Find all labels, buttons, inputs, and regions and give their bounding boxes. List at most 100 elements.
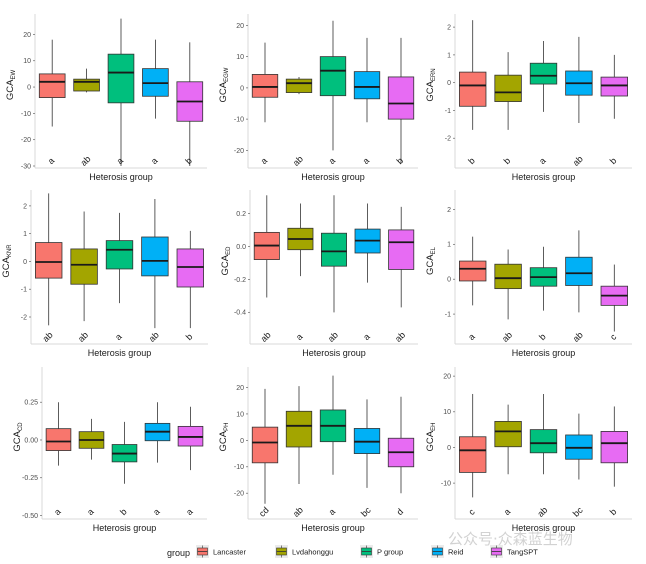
box-p-group: ab xyxy=(529,393,558,519)
box-p-group: b xyxy=(111,421,138,517)
significance-letter: ab xyxy=(571,154,585,168)
y-tick-label: 0 xyxy=(447,277,451,284)
y-tick-label: -10 xyxy=(234,464,244,471)
significance-letter: b xyxy=(608,156,619,167)
significance-letter: a xyxy=(327,156,338,167)
panel-knr: -2 -1 0 1 2 GCAKNR Heterosis group ab ab a ab b xyxy=(1,190,208,358)
box-iqr xyxy=(600,76,628,97)
box-lancaster: ab xyxy=(35,193,63,344)
significance-letter: a xyxy=(502,507,513,518)
y-tick-label: 10 xyxy=(443,409,451,416)
significance-letter: b xyxy=(537,332,548,343)
significance-letter: ab xyxy=(291,154,305,168)
box-lvdahonggu: ab xyxy=(70,211,98,344)
box-p-group: a xyxy=(319,375,347,518)
y-label-sub: KNR xyxy=(7,244,13,257)
box-lvdahonggu: a xyxy=(494,404,522,518)
box-tangspt: b xyxy=(176,230,204,342)
significance-letter: b xyxy=(502,156,513,167)
box-lvdahonggu: ab xyxy=(285,76,313,168)
y-tick-label: 10 xyxy=(236,411,244,418)
y-axis-label: GCAEL xyxy=(425,246,437,275)
legend-item-p-group: P group xyxy=(360,545,403,558)
legend-item-lvdahonggu: Lvdahonggu xyxy=(275,545,333,558)
box-iqr xyxy=(320,232,347,267)
y-axis-label: GCAEW xyxy=(5,70,17,101)
y-tick-label: -0.25 xyxy=(22,475,38,482)
y-label-main: GCA xyxy=(425,80,436,101)
box-iqr xyxy=(251,74,279,98)
y-tick-label: -1 xyxy=(445,311,451,318)
legend-title: group xyxy=(167,548,190,558)
legend-item-lancaster: Lancaster xyxy=(196,545,246,558)
box-iqr xyxy=(45,428,72,451)
box-reid: ab xyxy=(565,230,593,344)
box-p-group: a xyxy=(105,212,134,342)
panel-ph: -20 -10 0 10 20 GCAPH Heterosis group cd ab a bc d xyxy=(218,367,418,533)
box-p-group: a xyxy=(529,41,558,167)
y-axis-label: GCAPH xyxy=(218,423,230,452)
box-reid: bc xyxy=(565,413,593,519)
box-iqr xyxy=(387,76,415,120)
y-tick-label: -10 xyxy=(441,481,451,488)
box-lvdahonggu: a xyxy=(78,418,105,517)
box-iqr xyxy=(285,410,313,448)
y-tick-label: -10 xyxy=(21,111,31,118)
y-tick-label: 0.2 xyxy=(236,211,246,218)
box-iqr xyxy=(565,256,593,286)
significance-letter: b xyxy=(395,156,406,167)
box-lancaster: cd xyxy=(251,388,279,519)
significance-letter: a xyxy=(327,507,338,518)
box-iqr xyxy=(251,426,279,464)
y-tick-label: -1 xyxy=(21,287,27,294)
y-axis-label: GCACD xyxy=(12,422,24,452)
box-iqr xyxy=(353,71,381,100)
significance-letter: ab xyxy=(535,505,549,519)
box-iqr xyxy=(459,436,487,473)
box-tangspt: b xyxy=(176,42,204,166)
legend-label: Reid xyxy=(448,548,463,557)
significance-letter: c xyxy=(466,506,477,517)
box-p-group: a xyxy=(107,18,135,167)
y-tick-label: 1 xyxy=(447,242,451,249)
y-tick-label: 10 xyxy=(23,58,31,65)
x-axis-label: Heterosis group xyxy=(512,348,576,358)
y-tick-label: -1 xyxy=(445,108,451,115)
box-iqr xyxy=(529,429,558,454)
significance-letter: a xyxy=(151,507,162,518)
legend-item-reid: Reid xyxy=(431,545,463,558)
significance-letter: ab xyxy=(41,330,55,344)
box-p-group: a xyxy=(319,20,347,167)
y-tick-label: 0 xyxy=(447,80,451,87)
box-p-group: ab xyxy=(320,195,347,344)
significance-letter: cd xyxy=(257,505,271,519)
y-label-main: GCA xyxy=(12,430,23,451)
y-tick-label: 0.25 xyxy=(24,400,38,407)
y-tick-label: -2 xyxy=(445,136,451,143)
y-tick-label: 20 xyxy=(23,32,31,39)
box-lvdahonggu: ab xyxy=(494,249,522,344)
significance-letter: a xyxy=(466,332,477,343)
y-axis-label: GCAEGW xyxy=(218,67,230,102)
box-iqr xyxy=(38,73,66,98)
y-tick-label: -30 xyxy=(21,163,31,170)
y-tick-label: 10 xyxy=(236,54,244,61)
y-tick-label: 1 xyxy=(23,231,27,238)
box-lancaster: ab xyxy=(253,195,280,344)
box-iqr xyxy=(285,78,313,93)
y-tick-label: 1 xyxy=(447,52,451,59)
y-tick-label: -0.50 xyxy=(22,513,38,520)
significance-letter: bc xyxy=(359,505,373,519)
y-tick-label: 0.00 xyxy=(24,437,38,444)
y-label-sub: ED xyxy=(226,246,232,255)
y-tick-label: 0 xyxy=(447,445,451,452)
y-tick-label: 0 xyxy=(240,85,244,92)
panel-el: -1 0 1 2 GCAEL Heterosis group a ab b ab c xyxy=(425,190,632,358)
y-tick-label: -20 xyxy=(234,491,244,498)
significance-letter: a xyxy=(115,156,126,167)
significance-letter: a xyxy=(537,156,548,167)
box-reid: ab xyxy=(141,198,169,344)
y-tick-label: -0.4 xyxy=(234,310,246,317)
